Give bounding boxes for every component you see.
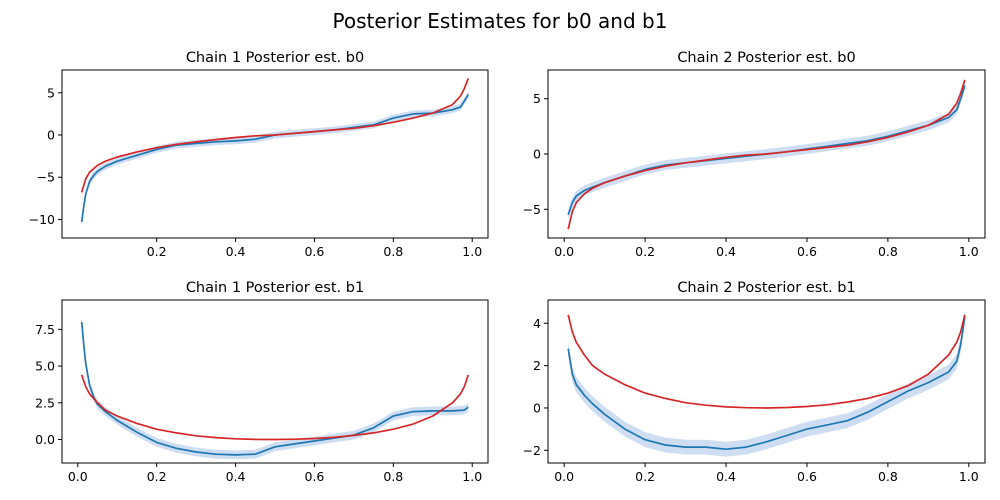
axes-frame — [547, 299, 986, 464]
y-tick-label: 0 — [533, 147, 541, 162]
x-tick-label: 0.2 — [635, 244, 655, 259]
subplot-title: Chain 2 Posterior est. b1 — [677, 280, 855, 296]
x-tick-label: 0.0 — [68, 469, 88, 484]
series-line-estimate — [567, 316, 966, 451]
credible-band — [568, 309, 965, 457]
x-tick-label: 0.2 — [147, 244, 167, 259]
x-tick-label: 0.4 — [716, 469, 736, 484]
x-tick-label: 0.6 — [797, 244, 817, 259]
x-tick-label: 1.0 — [462, 244, 482, 259]
plot-data — [80, 78, 470, 226]
credible-band — [568, 80, 965, 220]
subplot-4: Chain 2 Posterior est. b1 0.0 0.2 0.4 0.6 0.8… — [523, 280, 986, 484]
y-tick-label: 0 — [533, 400, 541, 415]
x-tick-label: 0.2 — [147, 469, 167, 484]
x-tick-label: 0.6 — [797, 469, 817, 484]
y-tick-label: 5 — [47, 85, 55, 100]
x-tick-label: 0.8 — [383, 469, 403, 484]
x-tick-label: 0.4 — [226, 469, 246, 484]
x-tick-label: 0.6 — [304, 469, 324, 484]
x-tick-label: 0.4 — [226, 244, 246, 259]
subplot-title: Chain 2 Posterior est. b0 — [677, 50, 855, 66]
credible-band — [81, 91, 469, 226]
subplot-title: Chain 1 Posterior est. b1 — [186, 280, 364, 296]
x-tick-label: 0.4 — [716, 244, 736, 259]
series-line-estimate — [80, 94, 470, 223]
y-tick-label: 5.0 — [35, 359, 55, 374]
series-line-reference — [80, 78, 470, 193]
plot-data — [80, 317, 470, 460]
series-line-reference — [567, 314, 966, 409]
subplot-1: Chain 1 Posterior est. b0 0.2 0.4 0.6 0.8 1.0… — [29, 50, 489, 259]
subplot-3: Chain 1 Posterior est. b1 0.0 0.2 0.4 0.6 0.8… — [35, 280, 489, 484]
x-tick-label: 0.2 — [635, 469, 655, 484]
y-tick-label: 2 — [533, 358, 541, 373]
axes-frame — [61, 69, 489, 239]
y-tick-label: −5 — [523, 202, 541, 217]
series-line-reference — [80, 374, 470, 441]
plot-data — [567, 309, 966, 457]
y-tick-label: 0.0 — [35, 432, 55, 447]
y-tick-label: −2 — [523, 443, 541, 458]
x-tick-label: 0.8 — [878, 469, 898, 484]
subplot-2: Chain 2 Posterior est. b0 0.0 0.2 0.4 0.6 0.8… — [523, 50, 986, 259]
x-tick-label: 1.0 — [462, 469, 482, 484]
x-tick-label: 0.8 — [878, 244, 898, 259]
plot-data — [567, 79, 966, 230]
figure-suptitle: Posterior Estimates for b0 and b1 — [333, 9, 668, 33]
series-line-reference — [567, 79, 966, 230]
y-tick-label: −5 — [37, 170, 55, 185]
x-tick-label: 0.0 — [554, 469, 574, 484]
y-tick-label: 7.5 — [35, 322, 55, 337]
x-tick-label: 1.0 — [959, 469, 979, 484]
y-tick-label: 2.5 — [35, 395, 55, 410]
y-tick-label: 5 — [533, 91, 541, 106]
x-tick-label: 0.6 — [304, 244, 324, 259]
x-tick-label: 0.0 — [554, 244, 574, 259]
x-tick-label: 1.0 — [959, 244, 979, 259]
x-tick-label: 0.8 — [383, 244, 403, 259]
y-tick-label: 0 — [47, 128, 55, 143]
subplot-title: Chain 1 Posterior est. b0 — [186, 50, 364, 66]
axes-frame — [61, 299, 489, 464]
credible-band — [81, 317, 469, 460]
y-tick-label: 4 — [533, 316, 541, 331]
y-tick-label: −10 — [29, 212, 55, 227]
